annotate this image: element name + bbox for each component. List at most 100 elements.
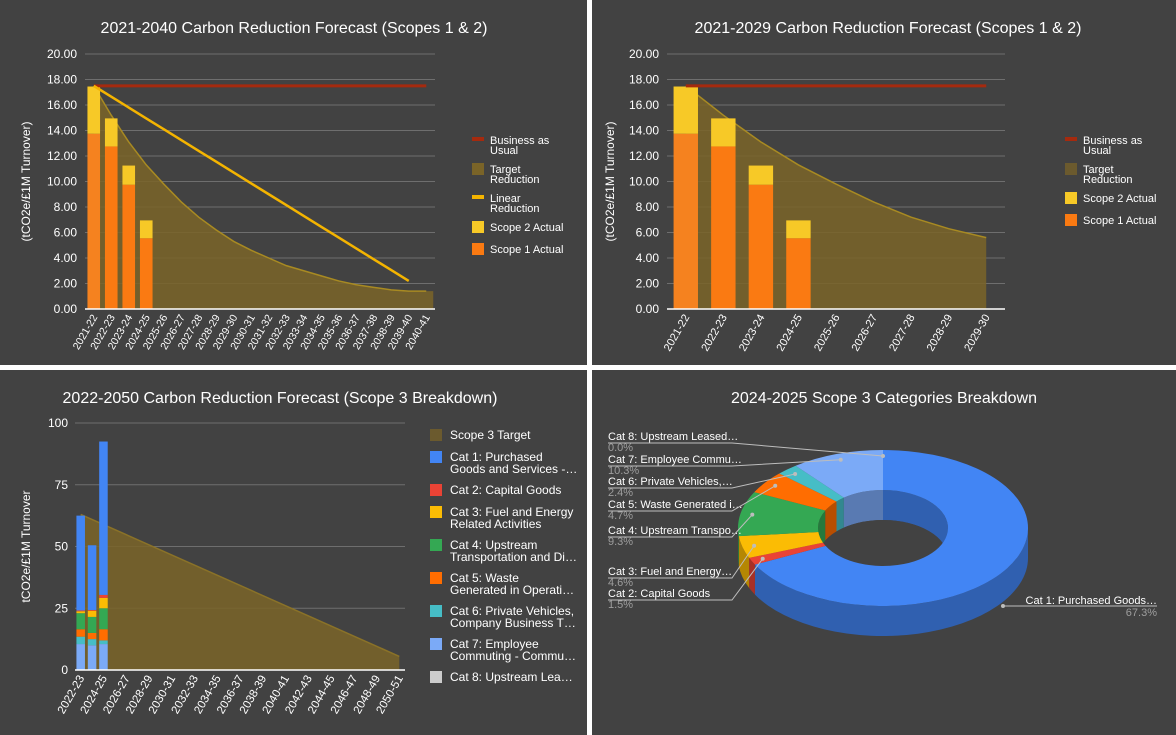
legend-swatch-icon [472, 163, 484, 175]
y-tick-label: 14.00 [629, 124, 659, 138]
pie-label-name: Cat 6: Private Vehicles,… [608, 476, 733, 488]
bar-segment-cat-6 [76, 636, 85, 645]
x-tick-label: 2026-27 [850, 313, 881, 354]
legend-swatch-icon [430, 671, 442, 683]
pie-label-percent: 10.3% [608, 465, 639, 477]
bar-scope2-actual [673, 86, 698, 134]
pie-label-name: Cat 5: Waste Generated i… [608, 499, 743, 511]
pie-label-percent: 1.5% [608, 599, 633, 611]
legend-label: Cat 7: Employee [450, 637, 539, 651]
bar-segment-cat-6 [87, 639, 97, 646]
legend-swatch-icon [430, 506, 442, 518]
y-tick-label: 10.00 [47, 175, 77, 189]
bar-scope1-actual [673, 133, 698, 309]
pie-label: Cat 6: Private Vehicles,…2.4% [608, 471, 798, 499]
pie-leader-dot [1001, 604, 1005, 608]
bar-segment-cat-4 [87, 616, 97, 633]
y-tick-label: 14.00 [47, 124, 77, 138]
bar-scope1-actual [711, 146, 736, 309]
pie-leader-line [608, 442, 884, 457]
pie-label-name: Cat 4: Upstream Transpo… [608, 525, 742, 537]
chart-panel-scope3-pie: 2024-2025 Scope 3 Categories Breakdown Ca… [592, 370, 1176, 735]
pie-slice-side [754, 528, 1028, 636]
pie-leader-dot [881, 454, 885, 458]
bar-segment-cat-2 [87, 609, 97, 611]
pie-label: Cat 8: Upstream Leased…0.0% [608, 431, 885, 458]
pie-slice-inner-wall [825, 501, 837, 541]
scope3-target-area [80, 514, 400, 670]
bar-segment-cat-2 [76, 610, 85, 612]
pie-label: Cat 4: Upstream Transpo…9.3% [608, 512, 755, 548]
pie-leader-line [608, 473, 796, 489]
pie-slice [754, 473, 837, 511]
legend-swatch-icon [430, 451, 442, 463]
y-axis-label: (tCO2e/£1M Turnover) [19, 121, 33, 241]
x-tick-label: 2023-24 [737, 313, 768, 354]
bar-segment-cat-7 [76, 644, 85, 670]
y-tick-label: 100 [48, 416, 68, 430]
legend-label: Cat 6: Private Vehicles, [450, 604, 574, 618]
pie-leader-line [608, 514, 753, 538]
x-tick-label: 2027-28 [887, 313, 918, 354]
legend-swatch-icon [1065, 192, 1077, 204]
pie-slice-inner-wall [883, 490, 948, 558]
x-tick-label: 2022-23 [699, 313, 730, 354]
pie-slice [795, 450, 883, 498]
bar-segment-cat-6 [99, 640, 108, 645]
bar-scope2-actual [104, 118, 118, 147]
legend-label: Cat 2: Capital Goods [450, 483, 561, 497]
legend-label: Company Business T… [450, 616, 576, 630]
bar-segment-cat-1 [76, 515, 85, 611]
legend-label: Transportation and Di… [450, 550, 577, 564]
pie-leader-line [608, 558, 764, 601]
legend-label: Scope 2 Actual [490, 222, 563, 234]
chart-title: 2022-2050 Carbon Reduction Forecast (Sco… [63, 390, 498, 407]
pie-leader-dot [760, 556, 765, 561]
pie-label-percent: 0.0% [608, 442, 633, 454]
legend-item: Cat 6: Private Vehicles,Company Business… [430, 604, 576, 630]
chart-title: 2021-2040 Carbon Reduction Forecast (Sco… [101, 20, 488, 37]
target-reduction-area [93, 85, 434, 309]
legend-label: Cat 3: Fuel and Energy [450, 505, 573, 519]
y-tick-label: 0 [61, 663, 68, 677]
legend-label: Target [490, 164, 521, 176]
legend-label: Cat 1: Purchased [450, 450, 543, 464]
legend-label: Cat 4: Upstream [450, 538, 537, 552]
pie-leader-dot [838, 457, 843, 462]
y-tick-label: 8.00 [636, 200, 660, 214]
pie-label: Cat 5: Waste Generated i…4.7% [608, 483, 778, 522]
x-tick-label: 2024-25 [774, 313, 805, 354]
bar-scope1-actual [786, 238, 811, 309]
pie-leader-line [608, 545, 755, 579]
linear-reduction-line [93, 84, 410, 283]
legend-label: Target [1083, 164, 1114, 176]
y-tick-label: 0.00 [54, 302, 78, 316]
pie-slice [738, 531, 823, 558]
y-tick-label: 18.00 [47, 73, 77, 87]
pie-slice [749, 542, 826, 565]
legend-label: Goods and Services -… [450, 462, 577, 476]
legend-item: Scope 1 Actual [1065, 214, 1156, 227]
legend-label: Linear [490, 193, 521, 205]
chart-scope3-pie: 2024-2025 Scope 3 Categories Breakdown Ca… [608, 390, 1157, 636]
bar-scope1-actual [748, 184, 774, 309]
legend-swatch-line-icon [472, 195, 484, 199]
x-tick-label: 2021-22 [662, 313, 693, 354]
pie-slice-side [738, 536, 750, 588]
bar-segment-cat-7 [99, 644, 108, 670]
legend-swatch-icon [430, 605, 442, 617]
scope3-target-line [80, 513, 400, 658]
legend-label: Reduction [1083, 174, 1133, 186]
legend-swatch-icon [472, 221, 484, 233]
legend-swatch-line-icon [1065, 137, 1077, 141]
pie-label: Cat 7: Employee Commu…10.3% [608, 454, 843, 477]
pie-label: Cat 3: Fuel and Energy…4.6% [608, 543, 757, 589]
bar-segment-cat-5 [87, 632, 97, 640]
bar-segment-cat-5 [76, 629, 85, 637]
chart-title: 2024-2025 Scope 3 Categories Breakdown [731, 390, 1037, 407]
y-tick-label: 16.00 [47, 98, 77, 112]
